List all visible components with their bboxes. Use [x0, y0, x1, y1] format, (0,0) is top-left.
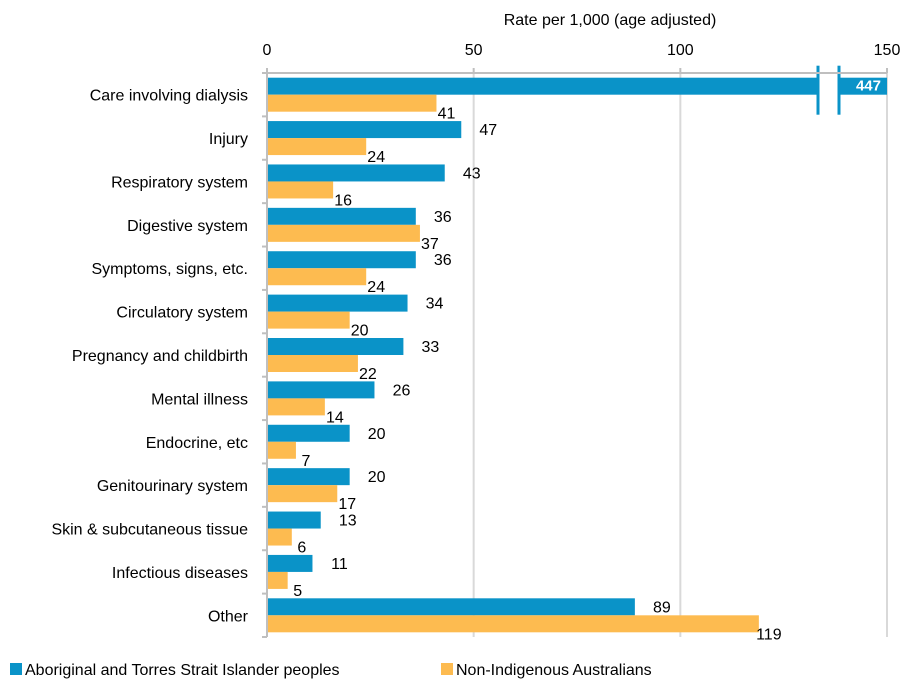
category-label: Skin & subcutaneous tissue: [51, 522, 248, 539]
data-label-series-1: 20: [368, 426, 386, 443]
data-label-series-2: 41: [438, 106, 456, 123]
data-label-series-1: 36: [434, 209, 452, 226]
bar-series-1-0-tail: [840, 77, 887, 95]
category-label: Mental illness: [151, 391, 248, 408]
data-label-series-1: 89: [653, 599, 671, 616]
data-label-series-2: 24: [367, 149, 385, 166]
legend-swatch-series-1: [10, 663, 22, 675]
data-label-series-1: 47: [479, 122, 497, 139]
x-tick-label: 100: [667, 42, 694, 59]
bar-series-1-1: [267, 121, 462, 139]
category-label: Circulatory system: [116, 305, 248, 322]
bar-series-2-10: [267, 528, 292, 546]
data-label-series-2: 7: [301, 453, 310, 470]
data-label-series-1: 26: [393, 382, 411, 399]
category-label: Infectious diseases: [112, 565, 248, 582]
bar-series-2-3: [267, 224, 420, 242]
bar-series-1-7: [267, 381, 375, 399]
category-label: Other: [208, 608, 249, 625]
bar-series-1-10: [267, 511, 321, 529]
data-label-series-1: 447: [856, 78, 881, 95]
x-tick-label: 50: [465, 42, 483, 59]
data-label-series-2: 37: [421, 236, 439, 253]
data-label-series-1: 13: [339, 513, 357, 530]
data-label-series-2: 22: [359, 366, 377, 383]
data-label-series-2: 20: [351, 323, 369, 340]
data-label-series-2: 17: [338, 496, 356, 513]
bar-series-2-7: [267, 398, 325, 416]
data-label-series-1: 20: [368, 469, 386, 486]
bar-series-1-0: [267, 77, 818, 95]
bar-series-2-6: [267, 355, 358, 372]
data-label-series-2: 6: [297, 540, 306, 557]
data-label-series-2: 119: [756, 626, 782, 643]
bar-series-1-9: [267, 468, 350, 486]
bar-series-1-5: [267, 294, 408, 312]
legend-swatch-series-2: [441, 663, 453, 675]
bar-series-1-2: [267, 164, 445, 182]
category-label: Pregnancy and childbirth: [72, 348, 248, 365]
legend-label-series-2: Non-Indigenous Australians: [456, 662, 652, 679]
category-label: Genitourinary system: [97, 478, 248, 495]
bar-series-2-2: [267, 181, 334, 199]
x-tick-label: 0: [263, 42, 272, 59]
bar-series-2-9: [267, 485, 338, 503]
data-label-series-2: 16: [334, 192, 352, 209]
bar-series-1-4: [267, 251, 416, 269]
bar-series-2-0: [267, 94, 437, 112]
category-label: Endocrine, etc: [146, 435, 248, 452]
data-label-series-2: 24: [367, 279, 385, 296]
category-label: Injury: [209, 131, 248, 148]
data-label-series-1: 33: [422, 339, 440, 356]
data-label-series-2: 5: [293, 583, 302, 600]
data-label-series-1: 11: [331, 556, 348, 573]
category-label: Digestive system: [127, 218, 248, 235]
x-tick-label: 150: [874, 42, 901, 59]
bar-series-1-3: [267, 207, 416, 225]
category-label: Respiratory system: [111, 174, 248, 191]
category-label: Care involving dialysis: [90, 88, 248, 105]
bar-series-2-8: [267, 441, 296, 459]
bar-series-2-5: [267, 311, 350, 329]
legend-label-series-1: Aboriginal and Torres Strait Islander pe…: [25, 662, 340, 679]
bar-series-2-11: [267, 571, 288, 589]
bar-series-2-1: [267, 138, 367, 156]
bar-series-1-12: [267, 598, 635, 616]
bar-series-1-8: [267, 424, 350, 442]
x-axis-title: Rate per 1,000 (age adjusted): [504, 12, 717, 29]
bar-series-1-11: [267, 554, 313, 572]
bar-series-2-12: [267, 615, 759, 633]
bar-series-2-4: [267, 268, 367, 286]
category-label: Symptoms, signs, etc.: [92, 261, 249, 278]
data-label-series-1: 36: [434, 252, 452, 269]
data-label-series-1: 34: [426, 296, 444, 313]
bar-series-1-6: [267, 338, 404, 355]
data-label-series-1: 43: [463, 165, 481, 182]
data-label-series-2: 14: [326, 409, 344, 426]
